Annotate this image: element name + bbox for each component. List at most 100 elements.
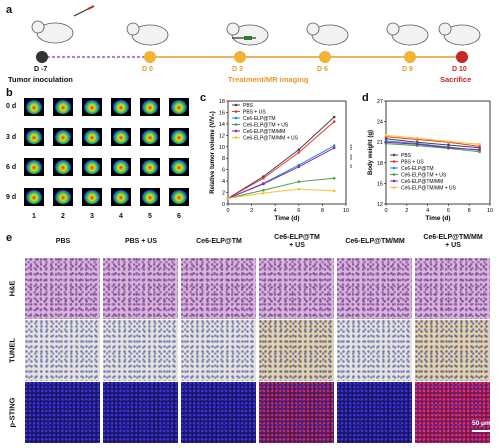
legend-label: PBS + US bbox=[401, 160, 424, 166]
timeline-caption: Treatment/MR imaging bbox=[228, 75, 309, 84]
legend-marker bbox=[392, 153, 396, 157]
legend-marker bbox=[234, 123, 238, 126]
y-tick-label: 15 bbox=[377, 181, 383, 187]
syringe-icon bbox=[232, 36, 256, 40]
mri-signal bbox=[113, 190, 129, 204]
histology-image bbox=[259, 258, 334, 319]
histology-column-header: Ce6-ELP@TM/MM bbox=[337, 238, 413, 246]
data-point bbox=[415, 136, 419, 140]
legend-label: Ce6-ELP@TM bbox=[401, 166, 434, 172]
histology-column-header-line: Ce6-ELP@TM bbox=[196, 238, 242, 245]
series-line bbox=[385, 143, 480, 153]
mri-row-label: 6 d bbox=[6, 164, 17, 171]
data-point bbox=[262, 188, 265, 192]
legend-marker bbox=[392, 186, 396, 189]
data-point bbox=[297, 165, 301, 169]
mri-row-label: 0 d bbox=[6, 103, 17, 110]
panel-label-a: a bbox=[6, 4, 13, 16]
panel-label-e: e bbox=[6, 232, 13, 244]
x-tick-label: 0 bbox=[226, 208, 229, 214]
data-point bbox=[478, 148, 481, 152]
x-tick-label: 10 bbox=[343, 208, 349, 214]
data-point bbox=[447, 143, 450, 147]
histology-image bbox=[103, 320, 178, 381]
y-tick-label: 21 bbox=[377, 140, 383, 146]
legend-marker bbox=[392, 166, 396, 170]
x-tick-label: 4 bbox=[426, 208, 429, 214]
data-point bbox=[478, 142, 481, 146]
y-tick-label: 24 bbox=[377, 120, 383, 126]
series-line bbox=[227, 188, 335, 199]
data-point bbox=[478, 150, 481, 154]
y-tick-label: 18 bbox=[219, 99, 225, 105]
histology-image bbox=[181, 320, 256, 381]
y-tick-label: 14 bbox=[219, 122, 225, 128]
y-tick-label: 8 bbox=[222, 156, 225, 162]
mri-image bbox=[140, 98, 160, 116]
legend-label: PBS bbox=[243, 103, 254, 109]
mri-signal bbox=[142, 160, 158, 174]
timeline-day: D 6 bbox=[317, 66, 328, 73]
x-tick-label: 6 bbox=[447, 208, 450, 214]
day-marker bbox=[144, 51, 156, 63]
day-marker bbox=[234, 51, 246, 63]
y-tick-label: 27 bbox=[377, 99, 383, 105]
mri-image bbox=[24, 128, 44, 146]
mri-signal bbox=[84, 160, 100, 174]
histology-image bbox=[337, 258, 412, 319]
data-point bbox=[297, 187, 301, 191]
mri-signal bbox=[142, 130, 158, 144]
data-point bbox=[262, 191, 265, 195]
histology-image bbox=[415, 258, 490, 319]
series-line bbox=[227, 121, 335, 199]
mri-signal bbox=[171, 100, 187, 114]
mri-col-label: 6 bbox=[177, 213, 181, 220]
y-tick-label: 16 bbox=[219, 110, 225, 116]
series-line bbox=[385, 141, 480, 151]
data-point bbox=[384, 140, 388, 144]
y-tick-label: 12 bbox=[219, 133, 225, 139]
mri-signal bbox=[55, 160, 71, 174]
y-tick-label: 10 bbox=[219, 145, 225, 151]
mri-signal bbox=[84, 190, 100, 204]
histology-column-header: Ce6-ELP@TM bbox=[181, 238, 257, 246]
mri-signal bbox=[84, 130, 100, 144]
y-tick-label: 4 bbox=[222, 179, 225, 185]
legend-marker bbox=[234, 136, 238, 139]
day-marker bbox=[456, 51, 468, 63]
y-tick-label: 2 bbox=[222, 191, 225, 197]
mri-signal bbox=[55, 100, 71, 114]
histology-image bbox=[181, 258, 256, 319]
histology-image bbox=[25, 258, 100, 319]
data-point bbox=[332, 176, 336, 180]
mri-image bbox=[53, 158, 73, 176]
mouse-illustration bbox=[31, 20, 481, 46]
timeline-day: D 0 bbox=[142, 66, 153, 73]
data-point bbox=[332, 189, 336, 193]
legend-marker bbox=[392, 173, 396, 176]
histology-image bbox=[415, 382, 490, 443]
mri-signal bbox=[171, 190, 187, 204]
mri-signal bbox=[113, 130, 129, 144]
scale-bar-label: 50 μm bbox=[472, 420, 491, 427]
data-point bbox=[297, 148, 301, 151]
panel-label-b: b bbox=[6, 87, 13, 99]
legend-marker bbox=[234, 103, 238, 107]
histology-column-header: Ce6-ELP@TM/MM + US bbox=[415, 234, 491, 250]
day-marker bbox=[404, 51, 416, 63]
timeline-day: D 9 bbox=[402, 66, 413, 73]
mri-col-label: 1 bbox=[32, 213, 36, 220]
histology-image bbox=[259, 320, 334, 381]
y-axis-label: Body weight (g) bbox=[368, 130, 374, 175]
series-line bbox=[227, 177, 335, 199]
y-tick-label: 12 bbox=[377, 202, 383, 208]
mri-signal bbox=[84, 100, 100, 114]
mri-image bbox=[53, 98, 73, 116]
day-marker bbox=[36, 51, 48, 63]
tumor-volume-chart: 0 2 4 6 8 10 12 14 16 18 0 2 4 6 8 10 Time (d) Relative t… bbox=[210, 99, 352, 222]
x-tick-label: 8 bbox=[321, 208, 324, 214]
mri-signal bbox=[113, 100, 129, 114]
legend-label: PBS bbox=[401, 153, 412, 159]
x-tick-label: 0 bbox=[384, 208, 387, 214]
legend-marker bbox=[234, 116, 238, 120]
